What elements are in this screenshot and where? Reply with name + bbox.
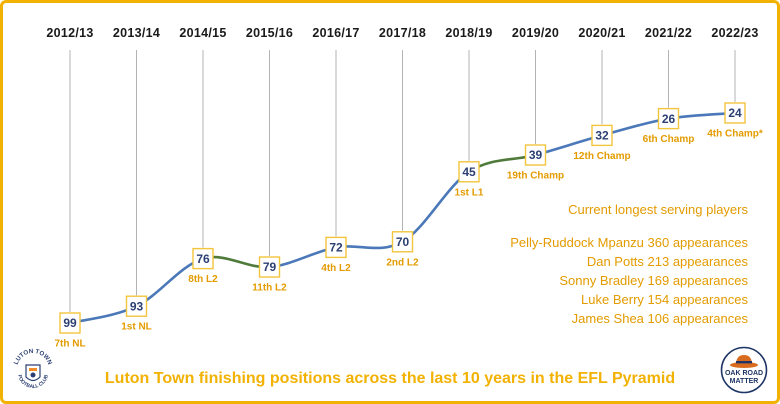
data-point-box [724,102,746,124]
data-point-box [391,231,414,253]
data-label-value: 32 [595,129,609,143]
data-label-position: 8th L2 [188,274,218,285]
data-point-box [325,236,347,259]
data-point-box [59,312,81,334]
chart-caption: Luton Town finishing positions across th… [104,370,676,387]
season-tick-label: 2022/23 [711,26,758,40]
data-label-value: 72 [329,241,343,255]
data-point-box [657,107,680,130]
hat-icon [730,355,758,368]
svg-text:LUTON TOWN: LUTON TOWN [13,348,54,366]
season-tick-label: 2012/13 [46,26,93,40]
season-tick-label: 2019/20 [512,26,559,40]
info-title: Current longest serving players [568,202,748,217]
luton-crest-logo: LUTON TOWN FOOTBALL CLUB [13,348,54,390]
orm-logo-line1: OAK ROAD [725,370,763,377]
info-panel: Current longest serving players Pelly-Ru… [510,202,748,328]
info-line: Pelly-Ruddock Mpanzu 360 appearances [510,235,748,250]
data-label-value: 70 [396,235,410,249]
season-axis: 2012/13 2013/14 2014/15 2015/16 2016/17 2017/… [46,26,758,40]
data-label-position: 2nd L2 [386,257,419,268]
data-label-position: 4th L2 [321,263,351,274]
data-label-value: 26 [662,112,676,126]
data-label-position: 7th NL [54,339,85,350]
season-stems [69,50,736,312]
data-label-position: 1st L1 [455,187,484,198]
info-line: Dan Potts 213 appearances [586,254,748,269]
data-point-box [192,247,214,270]
season-tick-label: 2017/18 [379,26,426,40]
orm-logo-line2: MATTER [730,378,759,385]
season-tick-label: 2021/22 [645,26,692,40]
data-label-value: 79 [263,260,277,274]
oak-road-matter-logo: OAK ROAD MATTER [720,346,768,394]
data-point-box [458,161,480,183]
data-point-box [524,144,547,166]
data-label-position: 4th Champ* [707,129,763,140]
data-points: 99 7th NL 93 1st NL 76 8th L2 79 11th L2 72 4th L… [54,102,763,350]
season-tick-label: 2013/14 [113,26,160,40]
data-point-box [591,124,613,147]
data-label-value: 99 [63,316,77,330]
data-point-box [258,256,281,278]
data-label-value: 39 [529,148,543,162]
data-label-position: 19th Champ [507,171,564,182]
data-label-position: 1st NL [121,322,152,333]
data-label-position: 12th Champ [573,151,630,162]
season-tick-label: 2018/19 [445,26,492,40]
season-tick-label: 2016/17 [312,26,359,40]
season-tick-label: 2014/15 [179,26,226,40]
data-label-value: 45 [462,165,476,179]
data-point-box [125,295,148,317]
season-tick-label: 2020/21 [578,26,625,40]
data-label-value: 24 [728,106,742,120]
luton-logo-line1: LUTON TOWN [13,348,54,366]
data-label-position: 6th Champ [643,134,695,145]
info-line: Sonny Bradley 169 appearances [559,273,748,288]
data-label-value: 93 [130,299,144,313]
data-label-position: 11th L2 [252,283,287,294]
data-label-value: 76 [196,252,210,266]
info-line: Luke Berry 154 appearances [581,292,748,307]
season-tick-label: 2015/16 [246,26,293,40]
info-line: James Shea 106 appearances [571,311,748,326]
